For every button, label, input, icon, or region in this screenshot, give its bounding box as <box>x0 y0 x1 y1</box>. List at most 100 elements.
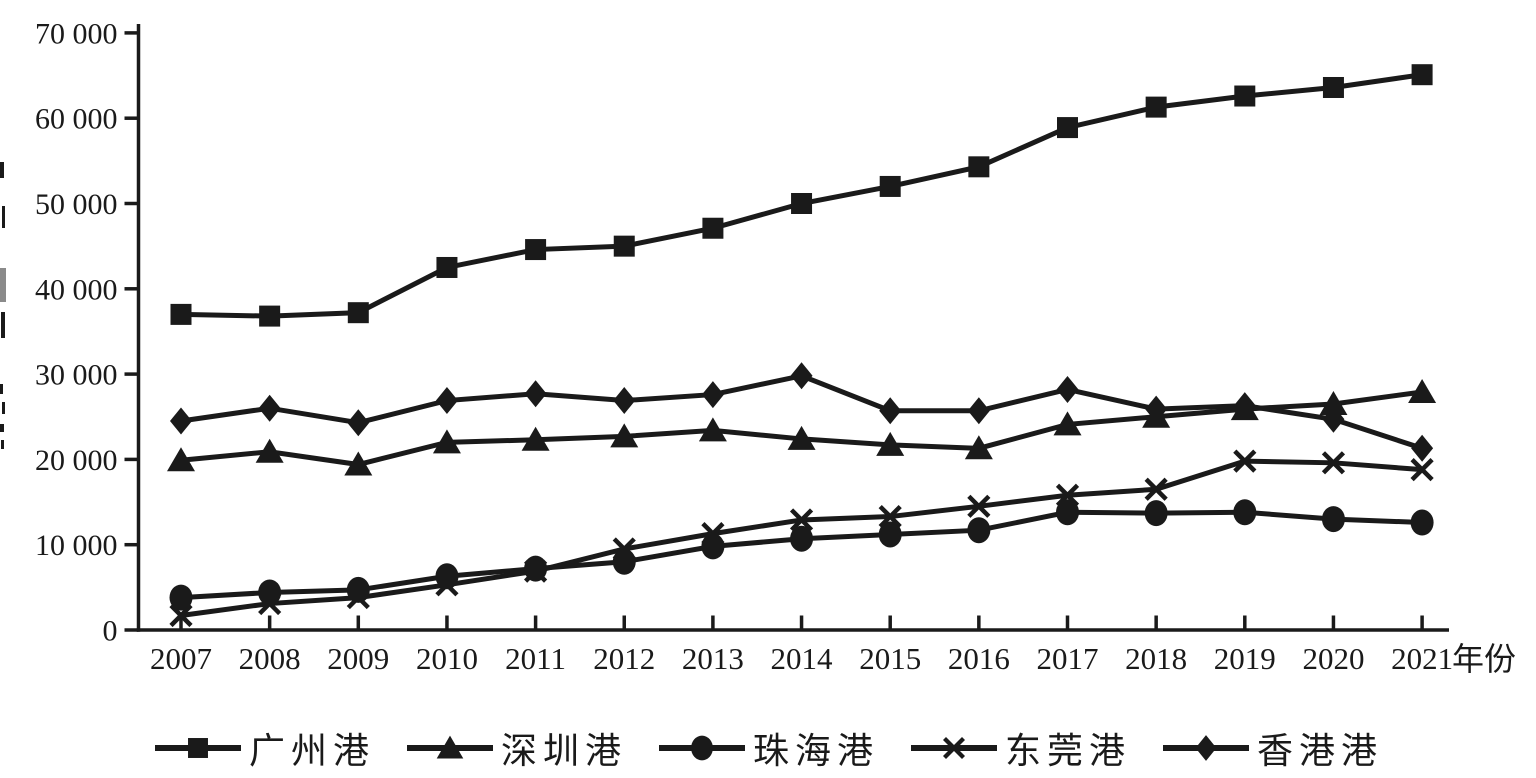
marker-x <box>612 537 636 561</box>
marker-triangle <box>1408 379 1437 404</box>
marker-diamond <box>790 362 813 390</box>
marker-circle <box>790 525 814 552</box>
marker-triangle <box>167 447 195 472</box>
marker-square <box>259 305 281 327</box>
marker-triangle <box>344 451 373 476</box>
x-tick-label: 2013 <box>682 641 744 676</box>
x-tick-label: 2012 <box>593 641 655 676</box>
marker-diamond <box>701 381 724 409</box>
marker-diamond <box>1145 395 1168 423</box>
marker-x <box>1321 451 1346 475</box>
marker-square <box>170 303 192 325</box>
marker-diamond <box>524 380 547 408</box>
marker-circle <box>1144 500 1168 527</box>
y-tick-label: 60 000 <box>35 103 118 136</box>
legend-marker-diamond-icon <box>1163 735 1250 761</box>
legend-item-zhuhai: 珠海港 <box>657 722 879 774</box>
y-axis-title-clipped <box>0 162 6 449</box>
marker-diamond <box>613 387 636 415</box>
legend-item-hongkong: 香港港 <box>1161 722 1383 774</box>
marker-x <box>346 585 370 610</box>
marker-triangle <box>876 431 905 456</box>
marker-diamond <box>258 394 281 422</box>
x-tick-label: 2021 <box>1391 641 1453 676</box>
marker-square <box>879 175 901 197</box>
x-tick-label: 2007 <box>150 641 212 676</box>
marker-diamond <box>347 409 370 437</box>
marker-circle <box>169 584 193 611</box>
marker-x <box>701 522 725 546</box>
marker-triangle <box>255 438 284 463</box>
marker-circle <box>967 517 991 544</box>
y-tick-label: 70 000 <box>35 17 118 50</box>
y-tick-label: 30 000 <box>35 359 118 392</box>
legend-marker-x-icon <box>911 736 997 760</box>
x-tick-label: 2019 <box>1214 641 1276 676</box>
marker-x <box>967 494 991 518</box>
marker-circle <box>691 735 713 761</box>
x-tick-label: 2018 <box>1125 641 1187 676</box>
series-hongkong <box>170 362 1434 462</box>
legend-label: 深圳港 <box>500 731 627 771</box>
marker-diamond <box>435 387 458 415</box>
marker-square <box>1145 96 1167 118</box>
marker-triangle <box>521 426 550 451</box>
legend-label: 广州港 <box>248 731 375 771</box>
marker-diamond <box>1233 392 1256 420</box>
marker-x <box>258 591 282 616</box>
legend-label: 珠海港 <box>752 731 879 771</box>
x-tick-label: 2010 <box>416 641 478 676</box>
x-tick-label: 2009 <box>327 641 389 676</box>
x-tick-label: 2015 <box>859 641 921 676</box>
y-tick-label: 20 000 <box>35 444 118 477</box>
x-tick-label: 2011 <box>505 641 566 676</box>
marker-square <box>347 302 369 324</box>
plot-area: 0 10 000 20 000 30 000 40 000 50 000 60 000 70 … <box>35 17 1516 677</box>
marker-diamond <box>1411 434 1434 462</box>
x-tick-label: 2020 <box>1302 641 1364 676</box>
marker-square <box>613 235 635 257</box>
marker-x <box>878 504 902 529</box>
x-tick-label: 2016 <box>948 641 1010 676</box>
legend-item-dongguan: 东莞港 <box>909 722 1131 774</box>
marker-square <box>702 217 724 239</box>
legend-label: 东莞港 <box>1005 731 1132 771</box>
chart-legend: 广州港 深圳港 珠海港 东莞港 香港港 <box>0 722 1536 774</box>
marker-x <box>1410 458 1434 482</box>
marker-square <box>187 738 208 758</box>
legend-label: 香港港 <box>1257 731 1384 771</box>
marker-circle <box>1410 509 1434 536</box>
legend-marker-circle-icon <box>658 735 745 761</box>
marker-square <box>1057 117 1078 139</box>
marker-x <box>1055 483 1080 507</box>
marker-diamond <box>1195 735 1217 761</box>
legend-marker-square-icon <box>154 738 241 758</box>
marker-diamond <box>1056 375 1079 403</box>
marker-square <box>1322 76 1344 98</box>
marker-diamond <box>967 397 990 425</box>
marker-triangle <box>436 735 464 759</box>
marker-triangle <box>787 425 816 450</box>
x-tick-label: 2008 <box>239 641 301 676</box>
series-guangzhou <box>170 64 1433 327</box>
legend-item-guangzhou: 广州港 <box>153 722 375 774</box>
y-tick-label: 40 000 <box>35 273 118 306</box>
marker-diamond <box>170 407 192 435</box>
axes <box>124 24 1449 632</box>
x-tick-label: 2017 <box>1037 641 1099 676</box>
marker-triangle <box>698 417 727 442</box>
marker-x <box>524 559 548 583</box>
marker-x <box>942 736 966 760</box>
marker-square <box>436 256 458 278</box>
marker-x <box>789 508 814 532</box>
series-dongguan <box>169 449 1434 628</box>
marker-triangle <box>1053 411 1082 436</box>
y-tick-label: 0 <box>103 615 118 648</box>
marker-circle <box>1233 499 1257 526</box>
marker-diamond <box>879 397 902 425</box>
marker-square <box>1234 85 1256 107</box>
marker-triangle <box>1319 390 1348 415</box>
marker-x <box>169 603 193 628</box>
marker-square <box>525 239 547 261</box>
